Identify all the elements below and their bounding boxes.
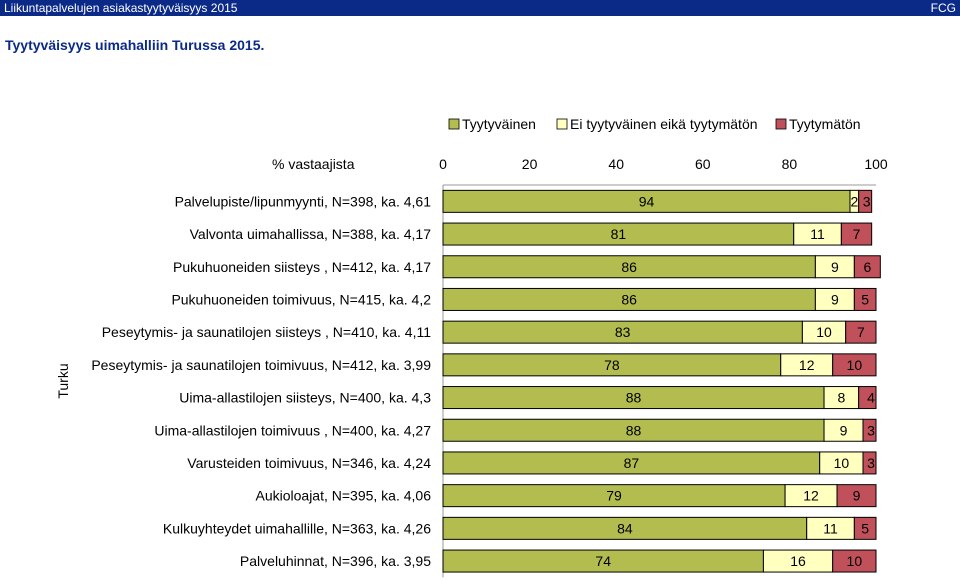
data-label-4-2: 9: [831, 291, 839, 307]
data-label-6-2: 12: [799, 357, 815, 373]
data-label-2-2: 11: [810, 226, 825, 242]
x-tick-label-40: 40: [608, 156, 624, 172]
company-name: FCG: [930, 1, 956, 15]
data-label-7-1: 88: [626, 390, 642, 406]
data-label-5-3: 7: [857, 324, 865, 340]
x-tick-label-20: 20: [522, 156, 538, 172]
bar-segment-10-3: [836, 484, 877, 508]
category-label-10: Aukioloajat, N=395, ka. 4,06: [255, 488, 431, 504]
data-label-11-3: 5: [861, 520, 869, 536]
category-label-1: Palvelupiste/lipunmyynti, N=398, ka. 4,6…: [175, 193, 432, 209]
bar-segment-7-3: [858, 386, 877, 410]
group-label: Turku: [55, 363, 71, 398]
category-label-4: Pukuhuoneiden toimivuus, N=415, ka. 4,2: [171, 291, 431, 307]
legend-swatch-2: [556, 118, 568, 130]
data-label-11-2: 11: [823, 520, 838, 536]
data-label-12-2: 16: [790, 553, 806, 569]
category-label-6: Peseytymis- ja saunatilojen toimivuus, N…: [91, 357, 431, 373]
data-label-6-1: 78: [604, 357, 620, 373]
data-label-6-3: 10: [847, 357, 863, 373]
data-label-8-1: 88: [626, 422, 642, 438]
legend-label-3: Tyytymätön: [789, 116, 861, 132]
data-label-7-3: 4: [867, 390, 875, 406]
data-label-4-3: 5: [861, 291, 869, 307]
data-label-1-2: 2: [850, 193, 858, 209]
bar-segment-9-3: [862, 451, 877, 475]
category-label-5: Peseytymis- ja saunatilojen siisteys , N…: [102, 324, 432, 340]
category-label-11: Kulkuyhteydet uimahallille, N=363, ka. 4…: [163, 520, 431, 536]
data-label-12-3: 10: [847, 553, 863, 569]
data-label-12-1: 74: [595, 553, 611, 569]
data-label-11-1: 84: [617, 520, 633, 536]
data-label-9-1: 87: [624, 455, 640, 471]
data-label-10-2: 12: [803, 488, 819, 504]
bar-segment-2-3: [840, 222, 873, 246]
x-tick-label-100: 100: [864, 156, 888, 172]
data-label-3-1: 86: [621, 259, 637, 275]
data-label-3-2: 9: [831, 259, 839, 275]
category-label-3: Pukuhuoneiden siisteys , N=412, ka. 4,17: [173, 259, 431, 275]
legend-swatch-1: [448, 118, 460, 130]
bar-segment-5-3: [845, 320, 877, 344]
report-title: Liikuntapalvelujen asiakastyytyväisyys 2…: [4, 1, 238, 15]
x-tick-label-0: 0: [439, 156, 447, 172]
data-label-1-1: 94: [639, 193, 655, 209]
data-label-7-2: 8: [837, 390, 845, 406]
bar-segment-11-3: [853, 516, 877, 540]
chart-title: Tyytyväisyys uimahalliin Turussa 2015.: [5, 37, 265, 53]
x-tick-label-80: 80: [782, 156, 798, 172]
data-label-1-3: 3: [863, 193, 871, 209]
data-label-3-3: 6: [863, 259, 871, 275]
data-label-8-2: 9: [840, 422, 848, 438]
data-label-10-1: 79: [606, 488, 622, 504]
category-label-12: Palveluhinnat, N=396, ka. 3,95: [240, 553, 431, 569]
bar-segment-6-3: [832, 353, 877, 377]
bar-segment-8-3: [862, 418, 877, 442]
data-label-10-3: 9: [853, 488, 861, 504]
x-axis-label: % vastaajista: [272, 156, 355, 172]
category-label-9: Varusteiden toimivuus, N=346, ka. 4,24: [187, 455, 431, 471]
report-header: Liikuntapalvelujen asiakastyytyväisyys 2…: [0, 0, 960, 16]
legend-swatch-3: [775, 118, 787, 130]
category-label-7: Uima-allastilojen siisteys, N=400, ka. 4…: [179, 390, 431, 406]
data-label-8-3: 3: [867, 422, 875, 438]
bar-segment-12-3: [832, 549, 877, 573]
category-label-2: Valvonta uimahallissa, N=388, ka. 4,17: [190, 226, 432, 242]
data-label-9-3: 3: [867, 455, 875, 471]
data-label-2-1: 81: [611, 226, 627, 242]
bar-segment-3-3: [853, 255, 881, 279]
category-label-8: Uima-allastilojen toimivuus , N=400, ka.…: [154, 422, 431, 438]
bar-segment-1-3: [858, 189, 873, 213]
data-label-5-1: 83: [615, 324, 631, 340]
legend-label-1: Tyytyväinen: [462, 116, 536, 132]
data-label-9-2: 10: [834, 455, 850, 471]
data-label-4-1: 86: [621, 291, 637, 307]
data-label-5-2: 10: [816, 324, 832, 340]
bar-segment-4-3: [853, 287, 877, 311]
legend-label-2: Ei tyytyväinen eikä tyytymätön: [570, 116, 758, 132]
data-label-2-3: 7: [853, 226, 861, 242]
x-tick-label-60: 60: [695, 156, 711, 172]
